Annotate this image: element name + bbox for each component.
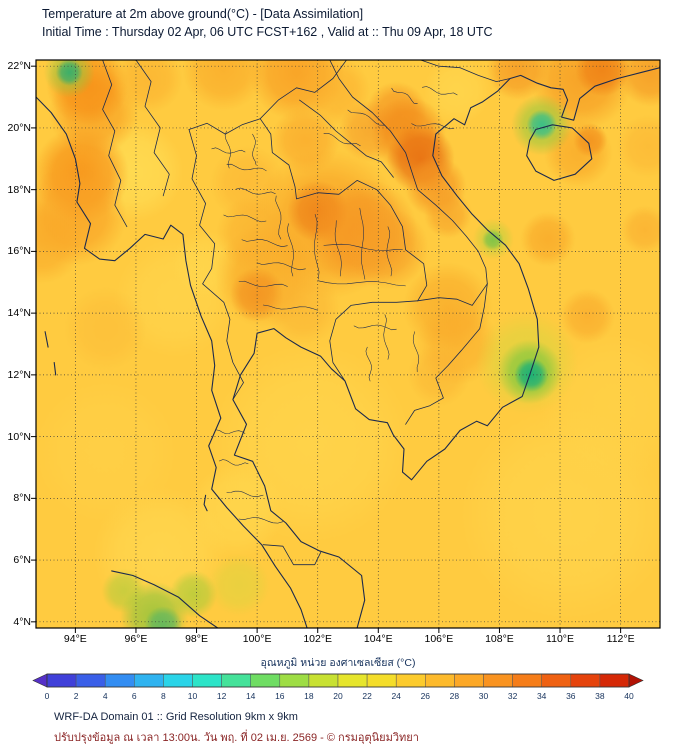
lon-tick-label: 104°E bbox=[363, 633, 393, 645]
lon-tick-label: 96°E bbox=[124, 633, 148, 645]
lon-tick-label: 108°E bbox=[485, 633, 514, 645]
colorbar-tick-label: 28 bbox=[450, 691, 460, 701]
lat-tick-label: 12°N bbox=[7, 368, 31, 381]
colorbar-segment bbox=[454, 673, 484, 688]
colorbar-segment bbox=[395, 673, 426, 688]
lon-tick-label: 102°E bbox=[303, 633, 333, 645]
colorbar-segment bbox=[221, 673, 251, 688]
colorbar-segment bbox=[570, 673, 601, 688]
colorbar-segment bbox=[134, 673, 164, 688]
lat-tick-label: 10°N bbox=[7, 430, 31, 443]
colorbar-tick-label: 40 bbox=[624, 691, 634, 701]
colorbar-segment bbox=[425, 673, 455, 688]
figure-title: Temperature at 2m above ground(°C) - [Da… bbox=[42, 7, 364, 21]
colorbar-tick-label: 0 bbox=[45, 691, 50, 701]
colorbar-segment bbox=[279, 673, 310, 688]
colorbar-tick-label: 18 bbox=[304, 691, 314, 701]
lat-tick-label: 16°N bbox=[7, 245, 31, 258]
colorbar-tick-label: 14 bbox=[246, 691, 256, 701]
colorbar-tick-label: 10 bbox=[188, 691, 198, 701]
colorbar-segment bbox=[104, 673, 135, 688]
lat-tick-label: 6°N bbox=[13, 554, 31, 567]
colorbar-segment bbox=[599, 673, 630, 688]
colorbar-outline bbox=[46, 673, 630, 688]
colorbar-tick-label: 2 bbox=[74, 691, 79, 701]
colorbar-tick-label: 34 bbox=[537, 691, 547, 701]
colorbar: 0 2 4 6 8 10 12 14 16 18 20 22 24 26 28 30 32 34 36 38 40 bbox=[32, 673, 644, 701]
colorbar-tick-label: 8 bbox=[161, 691, 166, 701]
colorbar-segment bbox=[163, 673, 193, 688]
lat-tick-label: 4°N bbox=[13, 615, 31, 628]
colorbar-segment bbox=[46, 673, 77, 688]
colorbar-tick-label: 20 bbox=[333, 691, 343, 701]
colorbar-tick-label: 4 bbox=[103, 691, 108, 701]
colorbar-segment bbox=[250, 673, 281, 688]
colorbar-segment bbox=[366, 673, 397, 688]
colorbar-segment bbox=[75, 673, 106, 688]
colorbar-tick-label: 24 bbox=[391, 691, 401, 701]
lon-tick-label: 106°E bbox=[424, 633, 454, 645]
colorbar-left-arrow bbox=[32, 673, 48, 688]
lat-tick-label: 14°N bbox=[7, 307, 31, 320]
footer-update-info: ปรับปรุงข้อมูล ณ เวลา 13:00น. วัน พฤ. ที… bbox=[54, 732, 419, 744]
lat-tick-label: 22°N bbox=[7, 60, 31, 73]
colorbar-segment bbox=[541, 673, 572, 688]
lon-tick-label: 112°E bbox=[606, 633, 635, 645]
lon-tick-label: 100°E bbox=[242, 633, 272, 645]
colorbar-tick-label: 6 bbox=[132, 691, 137, 701]
colorbar-tick-label: 22 bbox=[362, 691, 372, 701]
footer-domain-info: WRF-DA Domain 01 :: Grid Resolution 9km … bbox=[54, 711, 298, 723]
colorbar-tick-label: 16 bbox=[275, 691, 285, 701]
colorbar-label: อุณหภูมิ หน่วย องศาเซลเซียส (°C) bbox=[260, 657, 416, 669]
colorbar-tick-label: 32 bbox=[508, 691, 518, 701]
lon-tick-label: 94°E bbox=[63, 633, 87, 645]
colorbar-segment bbox=[337, 673, 368, 688]
colorbar-segment bbox=[308, 673, 339, 688]
lon-tick-label: 110°E bbox=[546, 633, 575, 645]
figure-subtitle: Initial Time : Thursday 02 Apr, 06 UTC F… bbox=[42, 25, 493, 39]
colorbar-tick-label: 12 bbox=[217, 691, 227, 701]
colorbar-segment bbox=[483, 673, 513, 688]
colorbar-tick-label: 26 bbox=[421, 691, 431, 701]
colorbar-segment bbox=[192, 673, 222, 688]
lat-tick-label: 20°N bbox=[7, 121, 31, 134]
colorbar-tick-label: 38 bbox=[595, 691, 605, 701]
colorbar-right-arrow bbox=[628, 673, 644, 688]
temperature-field-canvas bbox=[36, 60, 660, 628]
lat-tick-label: 8°N bbox=[13, 492, 31, 505]
colorbar-tick-label: 30 bbox=[479, 691, 489, 701]
colorbar-segment bbox=[512, 673, 542, 688]
lon-tick-label: 98°E bbox=[185, 633, 208, 645]
colorbar-tick-label: 36 bbox=[566, 691, 576, 701]
lat-tick-label: 18°N bbox=[7, 183, 31, 196]
